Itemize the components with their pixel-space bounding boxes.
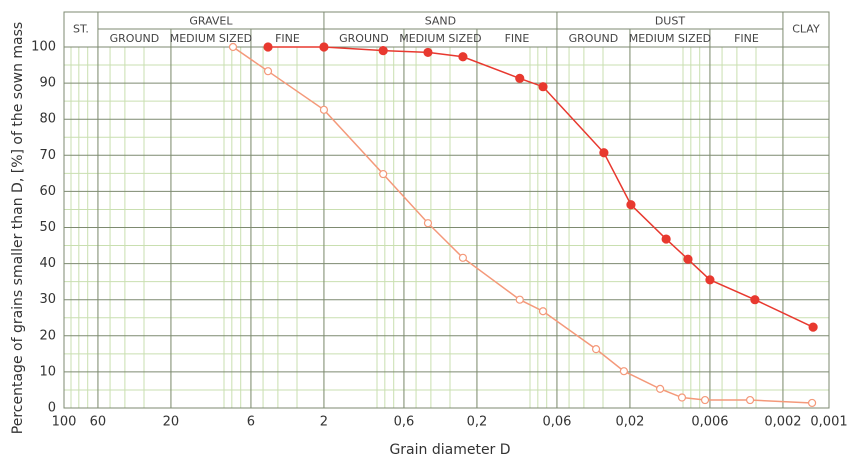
data-point — [538, 307, 548, 316]
data-point — [319, 105, 329, 114]
header-label: FINE — [275, 32, 300, 45]
data-point — [705, 275, 715, 285]
header-label: MEDIUM SIZED — [170, 32, 252, 45]
x-tick-label: 20 — [163, 415, 180, 430]
y-axis-label: Percentage of grains smaller than D, [%]… — [10, 22, 26, 434]
y-tick-label: 70 — [39, 148, 56, 163]
header-label: GRAVEL — [189, 15, 233, 28]
data-point — [750, 295, 760, 305]
y-tick-label: 0 — [48, 401, 56, 416]
header-label: GROUND — [339, 32, 389, 45]
header-label: CLAY — [792, 23, 820, 36]
header-frame — [63, 11, 830, 409]
data-point — [538, 82, 548, 92]
x-tick-label: 0,02 — [615, 415, 644, 430]
x-tick-label: 0,06 — [542, 415, 571, 430]
data-point — [626, 200, 636, 210]
data-point — [423, 219, 433, 228]
y-tick-label: 40 — [39, 256, 56, 271]
data-point — [378, 46, 388, 56]
data-point — [619, 367, 629, 376]
data-point — [700, 395, 710, 405]
x-tick-label: 0,002 — [764, 415, 801, 430]
data-point — [263, 42, 273, 52]
x-tick-label: 0,6 — [394, 415, 415, 430]
header-label: SAND — [425, 15, 456, 28]
header-label: GROUND — [569, 32, 619, 45]
data-point — [591, 345, 601, 354]
data-point — [683, 254, 693, 264]
data-point — [661, 234, 671, 244]
y-tick-label: 50 — [39, 220, 56, 235]
x-tick-label: 0,001 — [810, 415, 847, 430]
x-tick-label: 100 — [52, 415, 77, 430]
data-point — [458, 253, 468, 262]
data-point — [808, 322, 818, 332]
y-tick-label: 80 — [39, 112, 56, 127]
data-point — [379, 169, 388, 179]
header-label: GROUND — [110, 32, 160, 45]
series-line — [268, 46, 814, 328]
data-point — [458, 52, 468, 62]
header-label: FINE — [505, 32, 530, 45]
header-label: MEDIUM SIZED — [399, 32, 481, 45]
header-label: DUST — [655, 15, 686, 28]
header-label: MEDIUM SIZED — [629, 32, 711, 45]
x-tick-label: 6 — [247, 415, 255, 430]
x-axis-label: Grain diameter D — [389, 442, 510, 458]
y-tick-label: 100 — [31, 40, 56, 55]
data-point — [515, 73, 525, 84]
x-tick-label: 0,006 — [691, 415, 728, 430]
y-tick-label: 20 — [39, 328, 56, 343]
data-point — [656, 384, 665, 393]
header-label: FINE — [734, 32, 759, 45]
data-point — [228, 42, 238, 52]
data-point — [677, 393, 687, 402]
y-tick-label: 90 — [39, 76, 56, 91]
x-tick-label: 2 — [320, 415, 328, 430]
series-line — [232, 46, 813, 404]
data-point — [515, 295, 524, 304]
data-point — [263, 67, 273, 76]
x-tick-label: 0,2 — [467, 415, 488, 430]
y-tick-label: 10 — [39, 364, 56, 379]
data-point — [423, 47, 433, 58]
x-tick-label: 60 — [90, 415, 107, 430]
data-point — [745, 395, 755, 405]
y-tick-label: 30 — [39, 292, 56, 307]
data-point — [319, 42, 329, 52]
data-point — [599, 148, 609, 158]
data-point — [807, 398, 817, 408]
header-label: ST. — [73, 23, 89, 36]
y-tick-label: 60 — [39, 184, 56, 199]
